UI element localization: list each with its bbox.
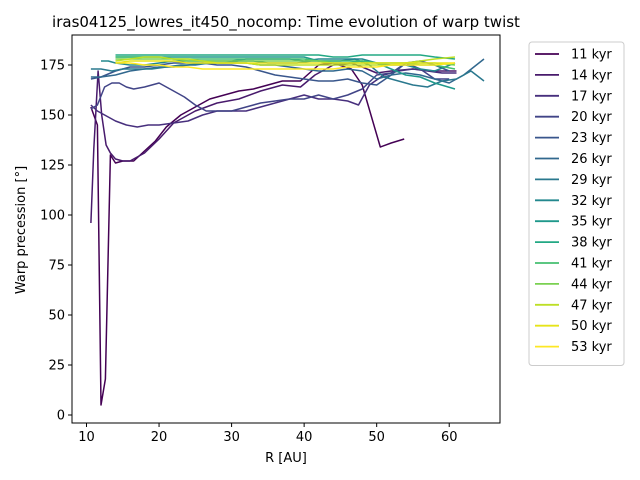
series-line-0 <box>90 62 405 406</box>
legend-entry-label: 17 kyr <box>571 89 612 104</box>
legend-entry-label: 44 kyr <box>571 277 612 292</box>
chart-title: iras04125_lowres_it450_nocomp: Time evol… <box>52 13 520 32</box>
axes: 10 20 30 40 50 60 0 25 50 75 100 125 150 175 <box>40 34 501 445</box>
x-axis-label: R [AU] <box>265 451 307 466</box>
series-line-3 <box>90 62 450 112</box>
legend-entry-label: 14 kyr <box>571 68 612 83</box>
legend-entry-label: 26 kyr <box>571 152 612 167</box>
legend-entry-label: 50 kyr <box>571 319 612 334</box>
series-line-14 <box>115 62 456 70</box>
series-line-9 <box>115 54 456 60</box>
plot-frame <box>71 34 501 424</box>
series-line-2 <box>90 68 457 128</box>
x-tick-label: 30 <box>223 430 240 445</box>
legend-entry-label: 35 kyr <box>571 215 612 230</box>
y-axis-label: Warp precession [°] <box>14 166 29 294</box>
legend-entry-label: 29 kyr <box>571 173 612 188</box>
legend-entry-label: 23 kyr <box>571 131 612 146</box>
series-lines <box>90 54 485 406</box>
y-tick-label: 100 <box>40 209 65 224</box>
x-tick-label: 60 <box>441 430 458 445</box>
y-tick-label: 150 <box>40 109 65 124</box>
legend-entry-label: 53 kyr <box>571 340 612 355</box>
y-tick-label: 175 <box>40 59 65 74</box>
legend-entry-label: 41 kyr <box>571 257 612 272</box>
y-tick-label: 125 <box>40 159 65 174</box>
y-tick-label: 25 <box>48 359 65 374</box>
x-tick-label: 40 <box>296 430 313 445</box>
x-tick-label: 10 <box>78 430 95 445</box>
y-tick-label: 0 <box>57 409 65 424</box>
series-line-5 <box>90 58 485 84</box>
series-line-13 <box>115 60 455 64</box>
x-tick-label: 50 <box>368 430 385 445</box>
x-tick-label: 20 <box>151 430 168 445</box>
series-line-4 <box>90 60 450 86</box>
legend-entry-label: 11 kyr <box>571 48 612 63</box>
series-line-1 <box>90 62 457 224</box>
y-tick-label: 75 <box>48 259 65 274</box>
legend: 11 kyr 14 kyr 17 kyr 20 kyr 23 kyr 26 kyr 29 k… <box>528 41 625 366</box>
legend-entry-label: 38 kyr <box>571 236 612 251</box>
series-line-8 <box>115 56 456 90</box>
legend-entry-label: 32 kyr <box>571 194 612 209</box>
legend-entry-label: 20 kyr <box>571 110 612 125</box>
y-tick-label: 50 <box>48 309 65 324</box>
legend-entry-label: 47 kyr <box>571 298 612 313</box>
